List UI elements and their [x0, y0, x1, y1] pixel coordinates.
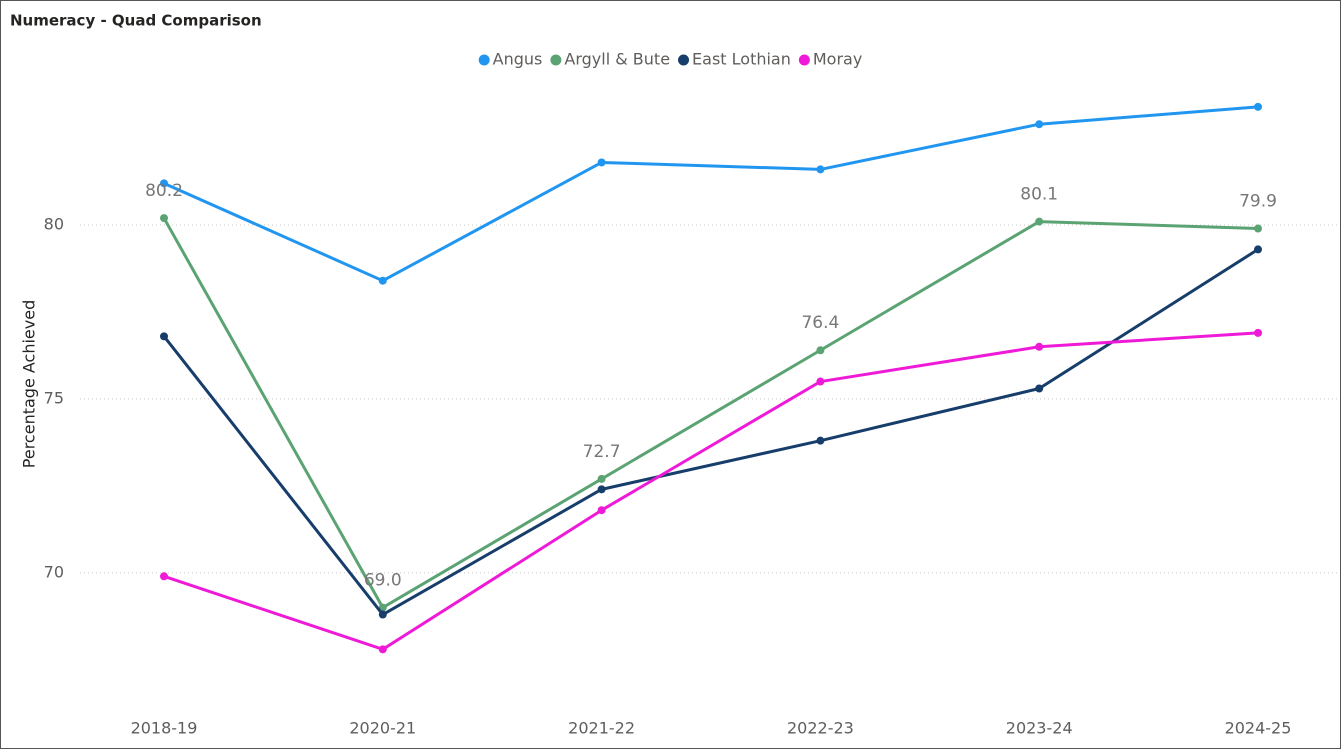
- y-tick-label: 75: [44, 388, 64, 407]
- data-point: [816, 377, 825, 386]
- x-tick-label: 2022-23: [787, 719, 854, 738]
- data-point: [816, 436, 825, 445]
- data-point: [816, 165, 825, 174]
- data-point: [597, 506, 606, 515]
- data-point: [160, 214, 168, 223]
- data-label: 79.9: [1239, 192, 1277, 212]
- y-tick-label: 70: [44, 562, 64, 581]
- legend-marker: [678, 54, 690, 66]
- data-point: [378, 645, 387, 654]
- x-tick-label: 2023-24: [1006, 719, 1073, 738]
- chart-title: Numeracy - Quad Comparison: [10, 12, 262, 30]
- data-point: [597, 158, 606, 167]
- data-point: [160, 332, 168, 341]
- legend-label: Angus: [493, 50, 543, 69]
- y-tick-label: 80: [44, 215, 64, 234]
- data-label: 80.1: [1020, 185, 1058, 205]
- y-axis-label: Percentage Achieved: [20, 300, 39, 468]
- series-line: [162, 217, 1259, 610]
- x-tick-label: 2020-21: [349, 719, 416, 738]
- x-tick-label: 2018-19: [131, 719, 198, 738]
- data-point: [597, 485, 606, 494]
- data-point: [1254, 328, 1262, 337]
- data-point: [1254, 245, 1262, 254]
- data-point: [1035, 120, 1044, 129]
- data-point: [597, 474, 606, 483]
- data-point: [160, 572, 168, 581]
- x-tick-label: 2021-22: [568, 719, 635, 738]
- data-label: 80.2: [145, 181, 183, 201]
- data-point: [1254, 102, 1262, 111]
- data-label: 72.7: [583, 442, 621, 462]
- data-point: [378, 610, 387, 619]
- data-point: [378, 276, 387, 285]
- series-line: [163, 331, 1259, 651]
- legend-marker: [478, 54, 490, 66]
- data-point: [1035, 342, 1044, 351]
- data-point: [816, 346, 825, 355]
- data-label: 76.4: [801, 313, 839, 333]
- legend-marker: [550, 54, 562, 66]
- legend-label: Argyll & Bute: [564, 50, 670, 69]
- legend-marker: [798, 54, 810, 66]
- legend-label: East Lothian: [692, 50, 791, 69]
- data-point: [160, 179, 168, 188]
- series-line: [162, 248, 1259, 617]
- data-point: [1254, 224, 1262, 233]
- legend-label: Moray: [813, 50, 862, 69]
- data-point: [1035, 384, 1044, 393]
- series-line: [163, 105, 1259, 283]
- data-point: [1035, 217, 1044, 226]
- data-label: 69.0: [364, 571, 402, 591]
- x-tick-label: 2024-25: [1225, 719, 1292, 738]
